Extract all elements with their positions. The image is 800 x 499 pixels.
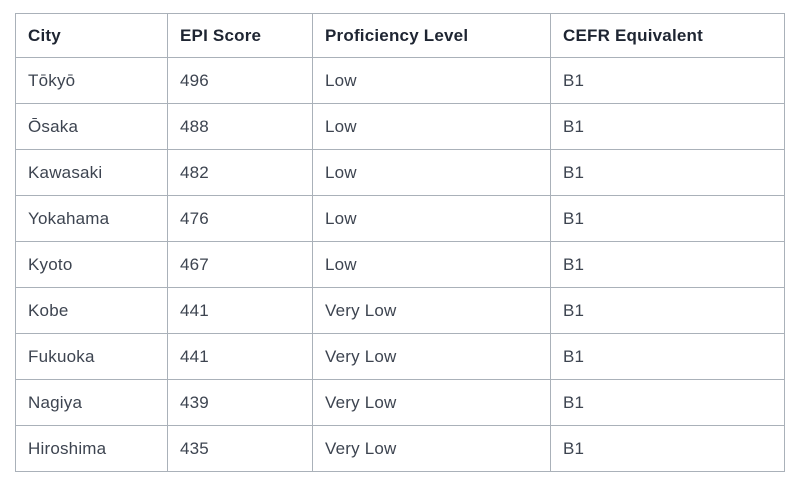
table-cell: 476 xyxy=(167,195,313,242)
table-cell: B1 xyxy=(550,287,785,334)
table-cell: 441 xyxy=(167,287,313,334)
table-cell: Low xyxy=(312,57,551,104)
table-cell: Kyoto xyxy=(15,241,168,288)
table-row: Ōsaka 488 Low B1 xyxy=(15,103,785,150)
table-cell: B1 xyxy=(550,241,785,288)
table-cell: 439 xyxy=(167,379,313,426)
table-row: Hiroshima 435 Very Low B1 xyxy=(15,425,785,472)
column-header: CEFR Equivalent xyxy=(550,13,785,58)
table-cell: Low xyxy=(312,195,551,242)
table-cell: Low xyxy=(312,103,551,150)
column-header: Proficiency Level xyxy=(312,13,551,58)
table-row: Kobe 441 Very Low B1 xyxy=(15,287,785,334)
table-cell: B1 xyxy=(550,333,785,380)
table-cell: B1 xyxy=(550,379,785,426)
table-cell: Very Low xyxy=(312,287,551,334)
table-cell: 482 xyxy=(167,149,313,196)
table-cell: B1 xyxy=(550,195,785,242)
table-cell: Yokahama xyxy=(15,195,168,242)
table-cell: Very Low xyxy=(312,425,551,472)
table-cell: B1 xyxy=(550,103,785,150)
table-cell: Hiroshima xyxy=(15,425,168,472)
table-cell: Nagiya xyxy=(15,379,168,426)
table-cell: B1 xyxy=(550,425,785,472)
table-cell: 488 xyxy=(167,103,313,150)
table-cell: Fukuoka xyxy=(15,333,168,380)
epi-score-table-container: City EPI Score Proficiency Level CEFR Equiv… xyxy=(15,13,785,472)
table-cell: 441 xyxy=(167,333,313,380)
table-cell: Tōkyō xyxy=(15,57,168,104)
table-cell: Low xyxy=(312,241,551,288)
table-cell: 496 xyxy=(167,57,313,104)
table-row: Fukuoka 441 Very Low B1 xyxy=(15,333,785,380)
column-header: EPI Score xyxy=(167,13,313,58)
table-body: Tōkyō 496 Low B1 Ōsaka 488 Low B1 Kawasaki 482 Low… xyxy=(15,57,785,472)
table-row: Yokahama 476 Low B1 xyxy=(15,195,785,242)
table-row: Kawasaki 482 Low B1 xyxy=(15,149,785,196)
table-row: Tōkyō 496 Low B1 xyxy=(15,57,785,104)
table-cell: 435 xyxy=(167,425,313,472)
table-cell: Kawasaki xyxy=(15,149,168,196)
table-cell: B1 xyxy=(550,57,785,104)
table-header: City EPI Score Proficiency Level CEFR Equiv… xyxy=(15,13,785,58)
column-header: City xyxy=(15,13,168,58)
table-cell: Ōsaka xyxy=(15,103,168,150)
table-cell: Low xyxy=(312,149,551,196)
table-row: Nagiya 439 Very Low B1 xyxy=(15,379,785,426)
table-cell: Very Low xyxy=(312,333,551,380)
table-row: Kyoto 467 Low B1 xyxy=(15,241,785,288)
table-cell: Kobe xyxy=(15,287,168,334)
header-row: City EPI Score Proficiency Level CEFR Equiv… xyxy=(15,13,785,58)
epi-score-table: City EPI Score Proficiency Level CEFR Equiv… xyxy=(15,13,785,472)
table-cell: 467 xyxy=(167,241,313,288)
table-cell: Very Low xyxy=(312,379,551,426)
table-cell: B1 xyxy=(550,149,785,196)
